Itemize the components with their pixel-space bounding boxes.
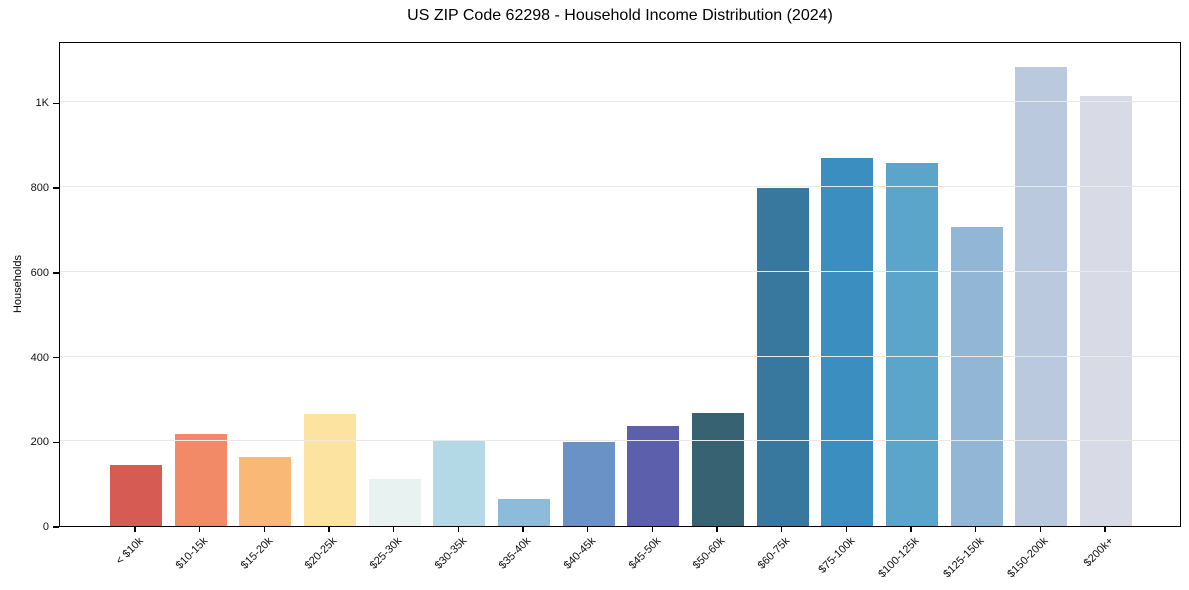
x-tick-mark — [198, 527, 201, 532]
x-tick-mark — [134, 527, 136, 532]
x-tick-mark — [651, 527, 654, 532]
gridline-800 — [60, 186, 1180, 188]
x-tick-label: $75-100k — [815, 535, 857, 576]
x-tick-label: $10-15k — [173, 535, 211, 572]
bar-60-75k — [756, 188, 809, 526]
x-tick-label: $200k+ — [1081, 535, 1116, 570]
x-tick-label: $60-75k — [755, 535, 793, 572]
x-tick-label: $50-60k — [690, 535, 728, 572]
bar-200k — [1080, 95, 1133, 526]
x-tick-mark — [328, 527, 330, 532]
bar-125-150k — [950, 227, 1003, 526]
x-tick-label: $25-30k — [367, 535, 405, 572]
x-tick-mark — [522, 527, 524, 532]
x-tick-mark — [716, 527, 718, 532]
y-axis-label: Households — [12, 254, 24, 314]
y-tick-label-800: 800 — [30, 182, 49, 195]
y-tick-label-1K: 1K — [35, 97, 49, 110]
y-tick-label-400: 400 — [30, 351, 49, 364]
y-tick-label-0: 0 — [42, 521, 49, 533]
y-tick-mark-800 — [53, 187, 59, 189]
x-tick-mark — [845, 527, 848, 532]
x-tick-label: $30-35k — [432, 535, 469, 572]
y-tick-mark-1K — [53, 102, 59, 105]
plot-area — [59, 42, 1181, 527]
y-tick-mark-400 — [53, 356, 59, 359]
x-tick-mark — [1104, 527, 1106, 532]
x-tick-mark — [586, 527, 589, 532]
x-tick-mark — [457, 527, 460, 532]
bar-45-50k — [627, 425, 680, 526]
bar-40-45k — [562, 441, 615, 526]
x-tick-mark — [392, 527, 395, 532]
bar-15-20k — [239, 456, 292, 526]
bar-100-125k — [886, 163, 939, 526]
bar-75-100k — [821, 157, 874, 526]
bar-150-200k — [1015, 66, 1068, 526]
y-tick-label-600: 600 — [30, 266, 49, 279]
x-tick-label: $125-150k — [940, 535, 987, 581]
chart-title: US ZIP Code 62298 - Household Income Dis… — [407, 7, 833, 24]
x-tick-label: $15-20k — [238, 535, 275, 572]
bar-50-60k — [692, 413, 745, 526]
x-tick-label: $45-50k — [626, 535, 663, 572]
gridline-1000 — [60, 101, 1180, 103]
x-tick-mark — [910, 527, 912, 532]
x-tick-mark — [780, 527, 783, 532]
x-tick-mark — [974, 527, 977, 532]
bar-30-35k — [433, 440, 486, 526]
x-tick-mark — [1039, 527, 1042, 532]
y-tick-label-200: 200 — [30, 436, 49, 449]
bar-25-30k — [368, 478, 421, 526]
x-tick-label: $40-45k — [561, 535, 599, 572]
x-tick-label: $150-200k — [1005, 535, 1051, 581]
gridline-600 — [60, 270, 1180, 272]
x-tick-mark — [263, 527, 266, 532]
x-tick-label: $35-40k — [496, 535, 534, 572]
bar-35-40k — [498, 498, 551, 526]
x-tick-label: $100-125k — [876, 535, 922, 581]
gridline-200 — [60, 440, 1180, 442]
x-tick-label: $20-25k — [302, 535, 340, 572]
bar-10k — [110, 464, 162, 526]
y-tick-mark-200 — [53, 441, 59, 444]
y-tick-mark-0 — [53, 526, 59, 528]
y-tick-mark-600 — [53, 272, 59, 274]
gridline-400 — [60, 355, 1180, 357]
bar-10-15k — [174, 433, 227, 526]
x-tick-label: < $10k — [113, 535, 146, 568]
bar-20-25k — [304, 413, 356, 526]
